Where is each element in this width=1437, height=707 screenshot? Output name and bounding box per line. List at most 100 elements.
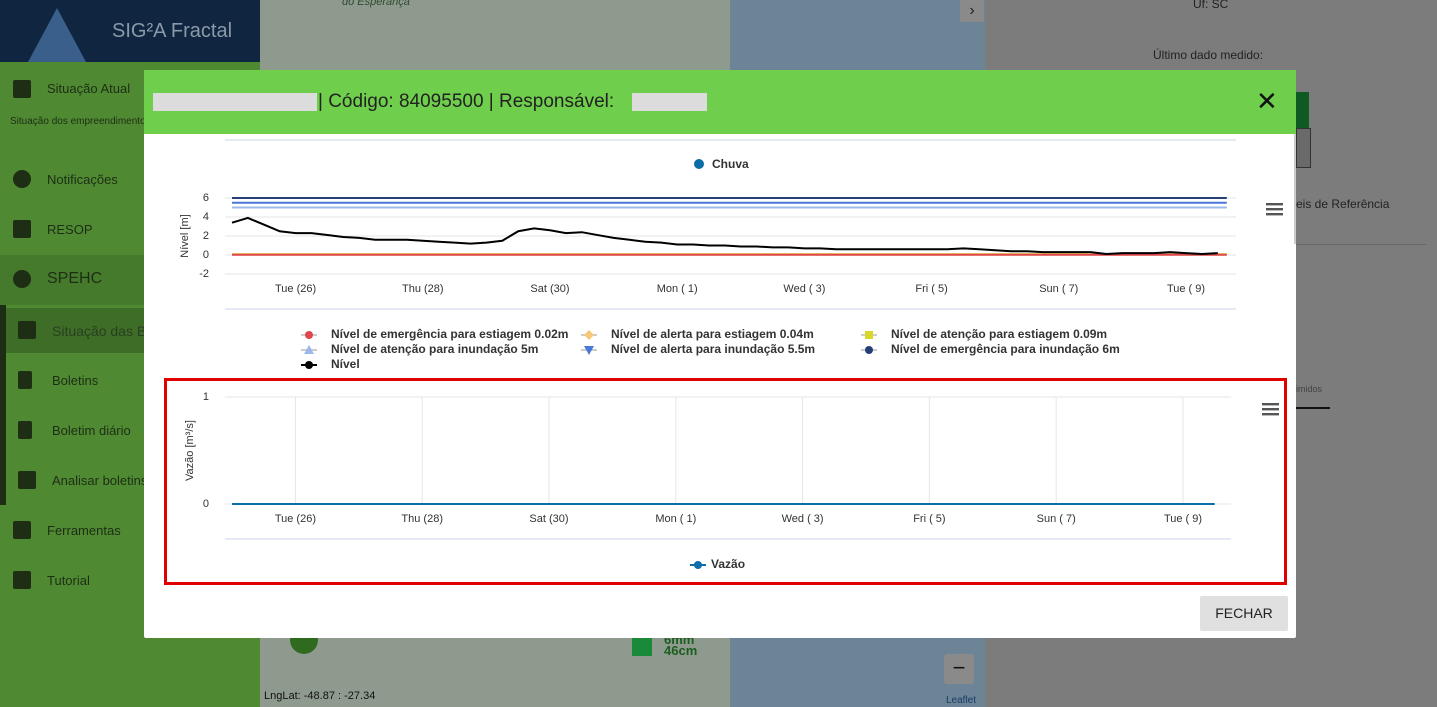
attribution[interactable]: Leaflet: [946, 695, 977, 706]
app-name: SIG²A Fractal: [112, 20, 233, 42]
y-tick-label: 2: [203, 230, 209, 242]
x-tick-label: Tue (26): [275, 283, 316, 295]
icon: [13, 521, 31, 539]
menu-item[interactable]: Notificações: [47, 172, 118, 187]
icon: [13, 220, 31, 238]
menu-item[interactable]: RESOP: [47, 222, 93, 237]
modal-header: | Código: 84095500 | Responsável: ✕: [144, 70, 1296, 134]
y-axis-title: Vazão [m³/s]: [184, 420, 196, 481]
legend-marker: [305, 361, 313, 369]
menu-icon[interactable]: [1262, 408, 1279, 411]
scrollbar: [1294, 134, 1296, 244]
legend-label[interactable]: Nível de alerta para inundação 5.5m: [611, 342, 815, 356]
legend-label[interactable]: Chuva: [712, 157, 749, 171]
place-label: do Esperança: [342, 0, 410, 8]
y-tick-label: -2: [199, 268, 209, 280]
status-box: [1296, 128, 1311, 168]
close-icon[interactable]: ✕: [1256, 86, 1278, 116]
sidebar-header: SIG²A Fractal: [0, 0, 260, 62]
icon: [13, 571, 31, 589]
chart-layer: Chuva Tue (26) Thu (28) Sat (30) Mon ( 1) We…: [164, 139, 1287, 585]
x-tick-label: Sat (30): [529, 513, 568, 525]
data-line: [231, 216, 1218, 256]
x-tick-label: Tue ( 9): [1164, 513, 1202, 525]
redacted: [632, 93, 707, 111]
icon: [18, 471, 36, 489]
legend-label[interactable]: Nível de atenção para estiagem 0.09m: [891, 327, 1107, 341]
uf: Uf: SC: [1193, 0, 1229, 11]
highlight-box: [164, 378, 1287, 585]
x-tick-label: Thu (28): [401, 513, 443, 525]
x-tick-label: Mon ( 1): [657, 283, 698, 295]
partial-label: imidos: [1296, 384, 1323, 394]
legend-label[interactable]: Nível de emergência para estiagem 0.02m: [331, 327, 568, 341]
zoom-out[interactable]: −: [944, 654, 974, 684]
menu-item[interactable]: Boletim diário: [52, 423, 131, 438]
menu-item[interactable]: SPEHC: [47, 270, 103, 287]
marker-label: 46cm: [664, 643, 698, 658]
legend-marker: [584, 346, 594, 355]
divider: [1296, 244, 1426, 245]
legend-marker: [865, 346, 873, 354]
legend-label[interactable]: Nível: [331, 357, 360, 371]
panel-toggle[interactable]: ›: [960, 0, 984, 22]
icon: [13, 270, 31, 288]
legend-marker: [584, 330, 594, 340]
icon: [13, 80, 31, 98]
menu-icon[interactable]: [1262, 403, 1279, 406]
menu-icon[interactable]: [1266, 208, 1283, 211]
y-tick-label: 4: [203, 211, 209, 223]
icon: [18, 371, 32, 389]
menu-item[interactable]: Ferramentas: [47, 523, 121, 538]
x-tick-label: Mon ( 1): [655, 513, 696, 525]
divider: [1296, 407, 1330, 409]
x-tick-label: Wed ( 3): [783, 283, 825, 295]
charts: Chuva Tue (26) Thu (28) Sat (30) Mon ( 1) We…: [164, 139, 1287, 585]
x-tick-label: Tue (26): [275, 513, 316, 525]
legend-marker: [865, 331, 873, 339]
legend-label[interactable]: Vazão: [711, 557, 745, 571]
legend-label[interactable]: Nível de emergência para inundação 6m: [891, 342, 1120, 356]
menu-subtitle: Situação dos empreendimento: [10, 116, 146, 127]
x-tick-label: Sun ( 7): [1039, 283, 1078, 295]
menu-icon[interactable]: [1262, 413, 1279, 416]
map-marker[interactable]: [632, 638, 652, 656]
legend-marker: [694, 561, 702, 569]
menu-item[interactable]: Boletins: [52, 373, 99, 388]
menu-item[interactable]: Situação das B: [52, 323, 147, 339]
menu-icon[interactable]: [1266, 213, 1283, 216]
icon: [18, 421, 32, 439]
coords: LngLat: -48.87 : -27.34: [264, 690, 376, 702]
y-tick-label: 0: [203, 249, 209, 261]
x-tick-label: Wed ( 3): [782, 513, 824, 525]
menu-item[interactable]: Situação Atual: [47, 81, 131, 96]
menu-item[interactable]: Analisar boletins: [52, 473, 148, 488]
x-tick-label: Tue ( 9): [1167, 283, 1205, 295]
y-tick-label: 0: [203, 498, 209, 510]
status-box: [1296, 92, 1309, 128]
menu-icon[interactable]: [1266, 203, 1283, 206]
y-tick-label: 1: [203, 391, 209, 403]
x-tick-label: Thu (28): [402, 283, 444, 295]
ref-label: eis de Referência: [1296, 197, 1390, 211]
x-tick-label: Fri ( 5): [913, 513, 945, 525]
icon: [13, 170, 31, 188]
legend-label[interactable]: Nível de atenção para inundação 5m: [331, 342, 538, 356]
x-tick-label: Sun ( 7): [1037, 513, 1076, 525]
redacted: [153, 93, 317, 111]
legend-marker: [694, 159, 704, 169]
submenu-bar: [0, 305, 6, 505]
icon: [18, 321, 36, 339]
y-tick-label: 6: [203, 192, 209, 204]
x-tick-label: Sat (30): [530, 283, 569, 295]
menu-item[interactable]: Tutorial: [47, 573, 90, 588]
x-tick-label: Fri ( 5): [915, 283, 947, 295]
modal: | Código: 84095500 | Responsável: ✕ FECH…: [144, 70, 1296, 638]
last-label: Último dado medido:: [1153, 48, 1264, 62]
y-axis-title: Nível [m]: [179, 214, 191, 257]
legend-marker: [304, 345, 314, 354]
close-button[interactable]: FECHAR: [1200, 596, 1288, 631]
legend-label[interactable]: Nível de alerta para estiagem 0.04m: [611, 327, 814, 341]
logo: [28, 8, 86, 62]
